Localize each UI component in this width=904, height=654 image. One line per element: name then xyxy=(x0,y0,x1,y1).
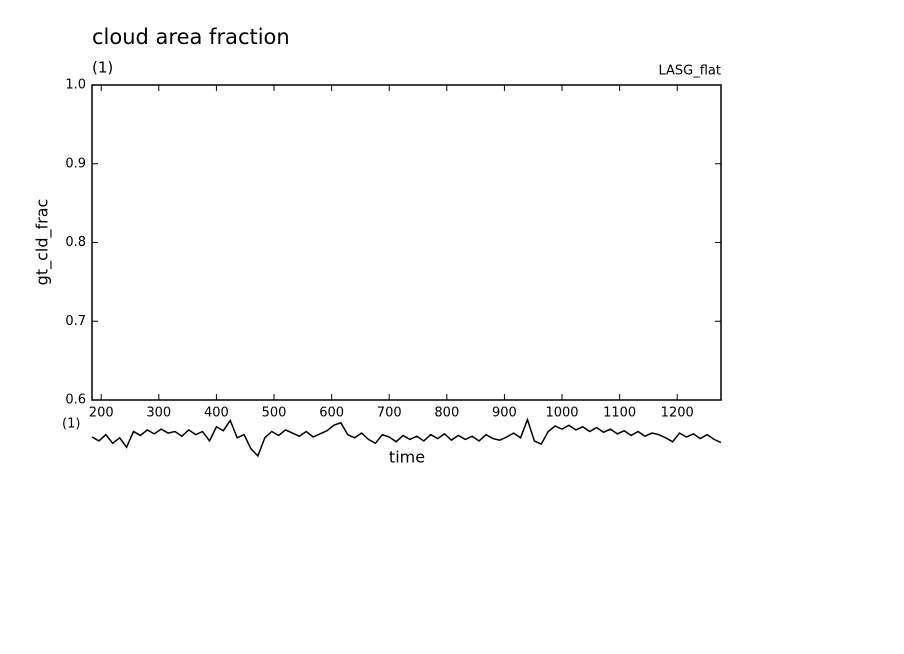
x-tick-label: 300 xyxy=(146,406,171,421)
y-axis-label: gt_cld_frac xyxy=(33,199,53,286)
chart-title: cloud area fraction xyxy=(92,25,290,49)
x-tick-label: 500 xyxy=(262,406,287,421)
plot-frame xyxy=(91,84,722,401)
subtitle: (1) xyxy=(92,59,113,77)
x-tick-label: 1100 xyxy=(603,406,636,421)
data-line xyxy=(91,417,722,458)
x-tick-label: 800 xyxy=(434,406,459,421)
right-label: LASG_flat xyxy=(658,64,721,79)
x-axis-label: time xyxy=(389,448,425,467)
x-tick-label: 1200 xyxy=(661,406,694,421)
x-unit-label: (1) xyxy=(62,417,80,432)
x-tick-label: 700 xyxy=(377,406,402,421)
x-tick-label: 900 xyxy=(492,406,517,421)
y-tick-label: 0.7 xyxy=(65,314,86,329)
y-tick-label: 1.0 xyxy=(65,78,86,93)
x-tick-label: 200 xyxy=(89,406,114,421)
x-tick-label: 1000 xyxy=(545,406,578,421)
y-tick-label: 0.8 xyxy=(65,235,86,250)
x-tick-label: 600 xyxy=(319,406,344,421)
y-tick-label: 0.6 xyxy=(65,393,86,408)
x-tick-label: 400 xyxy=(204,406,229,421)
y-tick-label: 0.9 xyxy=(65,156,86,171)
